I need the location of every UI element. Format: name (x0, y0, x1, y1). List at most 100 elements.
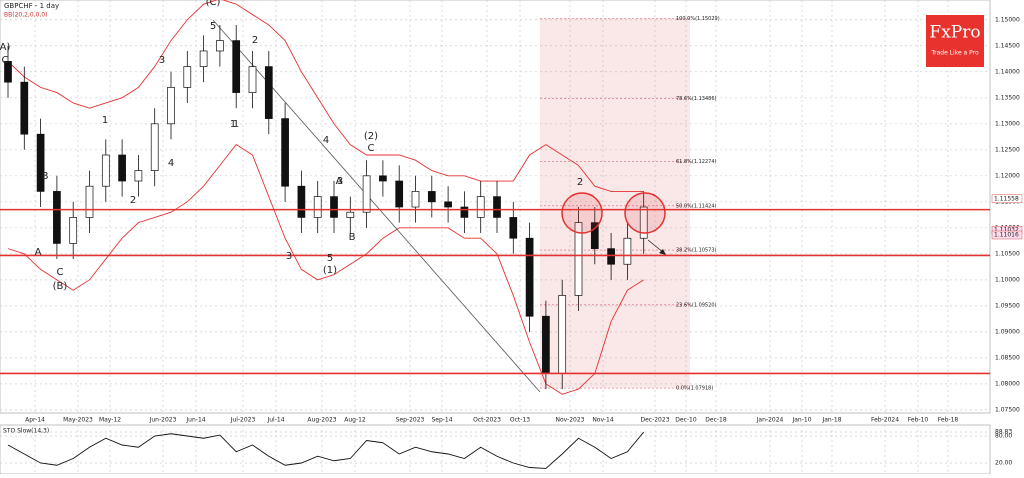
bollinger-lower (7, 144, 644, 395)
x-tick-label: Aug-12 (344, 417, 366, 424)
candle-body (590, 222, 599, 249)
sto-title: STO Slow(14,3) (3, 428, 49, 435)
x-tick-label: Jan-10 (791, 417, 811, 424)
highlight-circle (561, 192, 603, 234)
wave-label: 2 (130, 195, 136, 206)
candle-body (525, 237, 534, 317)
candle-body (183, 66, 192, 88)
candle-body (85, 185, 94, 218)
price-label: 1.11558 (994, 195, 1019, 202)
logo-box (926, 15, 984, 67)
wave-label: 3 (337, 176, 343, 187)
wave-label: 4 (168, 158, 174, 169)
candle-body (167, 87, 175, 125)
candle-body (330, 196, 338, 218)
wave-label: 1 (233, 119, 239, 130)
wave-label: C (57, 267, 64, 278)
wave-label: (B) (53, 281, 68, 292)
wave-label: 2 (252, 35, 258, 46)
y-tick-label: 1.14000 (995, 68, 1020, 75)
x-tick-label: Sep-14 (431, 417, 452, 424)
candle-body (444, 201, 452, 208)
x-tick-label: Apr-14 (25, 417, 45, 424)
y-tick-label: 1.12500 (995, 146, 1020, 153)
candle-body (264, 66, 273, 119)
wave-label: A (336, 176, 343, 187)
y-tick-label: 1.09500 (995, 302, 1020, 309)
x-tick-label: Jan-18 (821, 417, 841, 424)
wave-label: 3 (286, 251, 292, 262)
candle-body (53, 191, 61, 244)
x-tick-label: Nov-2023 (556, 417, 585, 424)
candle-body (248, 66, 257, 93)
x-tick-label: Dec-2023 (640, 417, 669, 424)
candle-body (4, 61, 12, 83)
candle-body (623, 237, 632, 265)
y-tick-label: 1.08500 (995, 354, 1020, 361)
x-tick-label: Dec-10 (675, 417, 697, 424)
candle-body (493, 196, 501, 218)
indicator-label: BB(20,2,0,0,0) (4, 12, 47, 19)
fib-label: 50.0%(1.11424) (676, 203, 717, 209)
wave-label: 5 (327, 253, 333, 264)
wave-label: B (42, 171, 49, 182)
y-tick-label: 1.09000 (995, 328, 1020, 335)
y-tick-label: 1.10000 (995, 276, 1020, 283)
x-tick-label: Jul-2023 (230, 417, 256, 424)
candle-body (232, 40, 241, 93)
x-tick-label: Oct-2023 (473, 417, 501, 424)
x-tick-label: Feb-10 (908, 417, 929, 424)
arrow-head (659, 249, 666, 255)
price-tag (991, 194, 1023, 204)
y-tick-label: 1.10500 (995, 250, 1020, 257)
candle-body (199, 50, 208, 67)
x-tick-label: Jun-14 (185, 417, 205, 424)
x-tick-label: May-12 (99, 417, 121, 424)
candle-body (509, 217, 518, 239)
candle-body (346, 211, 355, 218)
wave-label: (C) (206, 0, 221, 8)
x-tick-label: Feb-18 (938, 417, 959, 424)
wave-label: 3 (159, 55, 165, 66)
fib-label: 78.6%(1.13486) (676, 96, 717, 102)
candle-body (36, 133, 45, 192)
candle-body (362, 175, 371, 213)
wave-label: A) (0, 42, 10, 53)
chart-title: GBPCHF - 1 day (4, 2, 59, 10)
fib-label: 0.0%(1.07918) (676, 386, 713, 392)
candle-body (20, 81, 29, 135)
candle-body (379, 175, 387, 182)
candle-body (281, 118, 289, 187)
price-label: 1.11032 (994, 227, 1019, 234)
x-tick-label: Dec-18 (705, 417, 727, 424)
candle-body (101, 154, 110, 187)
wave-label: 4 (323, 135, 329, 146)
candle-body (542, 315, 550, 374)
x-tick-label: Feb-2024 (871, 417, 899, 424)
candle-body (150, 123, 159, 171)
y-tick-label: 1.15000 (995, 16, 1020, 23)
candle-body (411, 191, 420, 208)
candle-body (297, 185, 306, 218)
highlight-circle (624, 192, 666, 234)
candle-body (639, 206, 648, 239)
tagline: Trade Like a Pro (930, 50, 979, 57)
sto-tick-label: 20.00 (995, 460, 1012, 467)
candle-body (427, 191, 436, 203)
price-tag (991, 230, 1023, 240)
wave-label: A (35, 247, 42, 258)
candle-body (460, 206, 469, 218)
fib-label: 23.6%(1.09520) (676, 302, 717, 308)
sto-tick-label: 88.83 (995, 429, 1012, 436)
x-tick-label: Sep-2023 (396, 417, 425, 424)
candle-body (313, 196, 322, 218)
price-label: 1.11016 (994, 231, 1019, 238)
fib-label: 38.2%(1.10573) (676, 248, 717, 254)
wave-label: C (368, 143, 375, 154)
x-tick-label: Jun-2023 (149, 417, 177, 424)
candle-body (476, 196, 485, 218)
wave-label: (1) (323, 265, 337, 276)
